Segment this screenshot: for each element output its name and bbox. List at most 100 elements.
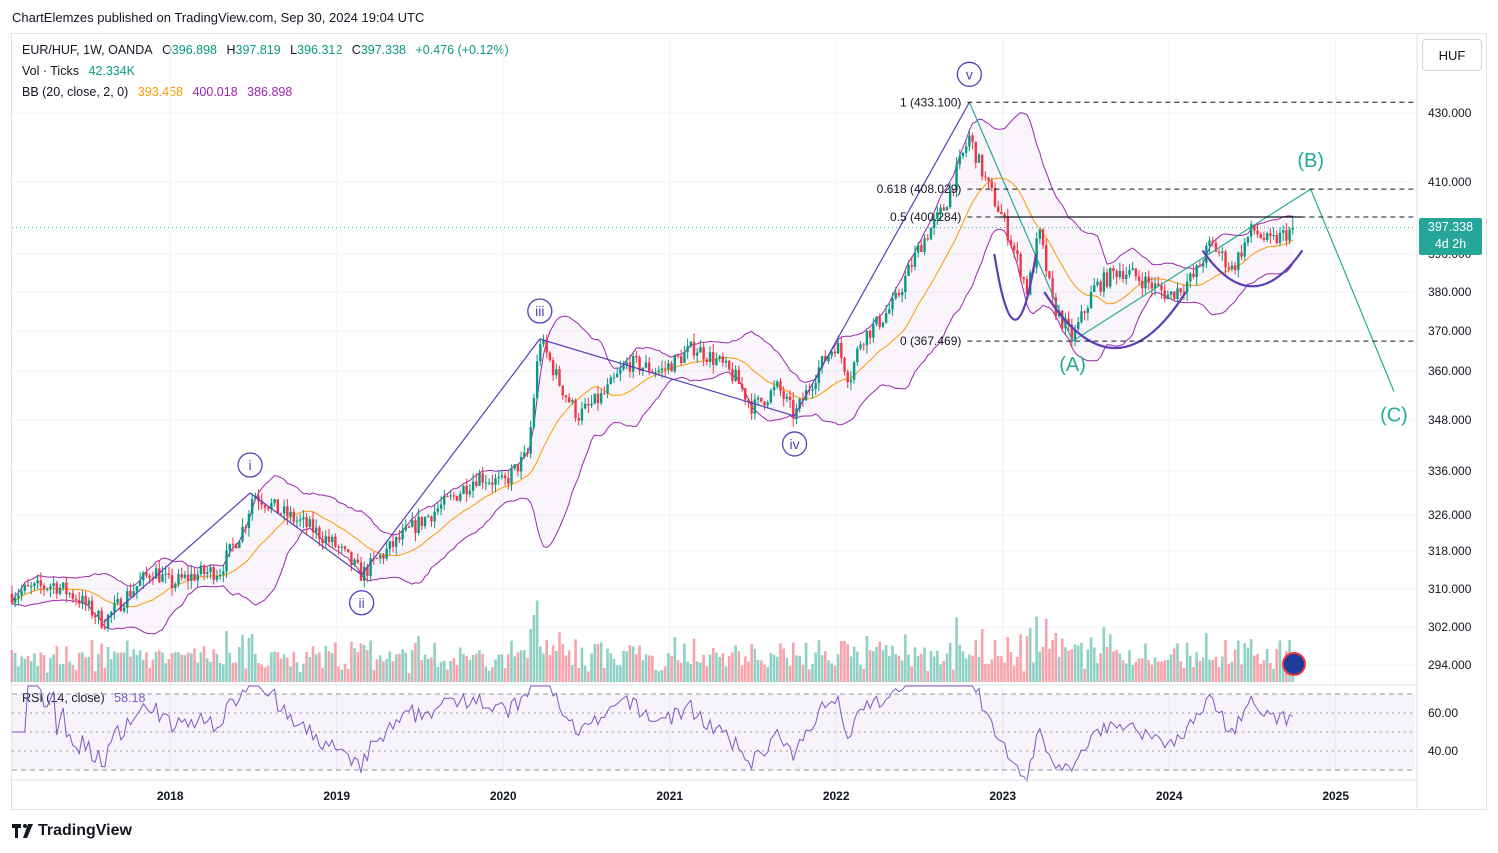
volume-bar: [87, 656, 91, 682]
candle-body: [910, 265, 913, 267]
volume-bar: [125, 640, 129, 682]
volume-bar: [132, 649, 135, 682]
candle-body: [359, 562, 363, 581]
tradingview-brand[interactable]: TradingView: [12, 822, 132, 840]
candle-body: [1006, 216, 1009, 241]
candle-body: [1153, 283, 1157, 289]
candle-body: [1096, 281, 1099, 286]
candle-body: [430, 516, 433, 522]
candle-body: [673, 355, 676, 372]
volume-bar: [958, 644, 962, 682]
volume-bar: [404, 652, 408, 682]
candle-body: [26, 585, 30, 587]
volume-bar: [964, 658, 968, 682]
volume-bar: [81, 652, 84, 682]
candle-body: [519, 457, 523, 472]
volume-bar: [270, 652, 273, 682]
volume-bar: [209, 661, 212, 682]
volume-bar: [996, 655, 1000, 682]
candle-body: [1099, 281, 1102, 292]
volume-bar: [23, 658, 27, 682]
candle-body: [977, 154, 981, 163]
volume-bar: [13, 653, 17, 682]
candle-body: [119, 599, 123, 612]
volume-bar: [1025, 636, 1029, 682]
volume-bar: [849, 656, 853, 682]
bb-basis-line: [11, 177, 1294, 608]
candle-body: [830, 351, 833, 356]
volume-legend[interactable]: Vol · Ticks 42.334K: [22, 64, 141, 78]
volume-bar: [583, 665, 587, 682]
candle-body: [670, 363, 673, 372]
candle-body: [689, 341, 693, 347]
volume-bar: [846, 644, 850, 682]
candle-body: [926, 238, 929, 240]
volume-bar: [20, 656, 23, 682]
ohlc-high: H397.819: [226, 43, 281, 57]
volume-bar: [1281, 663, 1285, 682]
candle-body: [1144, 276, 1147, 289]
candle-body: [1211, 240, 1214, 243]
volume-bar: [1221, 656, 1224, 682]
candle-body: [100, 610, 103, 628]
volume-bar: [61, 663, 65, 682]
candle-body: [1230, 265, 1234, 269]
chart-frame: [11, 33, 1487, 810]
volume-bar: [29, 661, 33, 682]
candle-body: [1134, 268, 1138, 277]
candle-body: [94, 615, 97, 618]
candle-body: [1000, 211, 1003, 215]
volume-bar: [446, 669, 449, 682]
candle-body: [638, 357, 641, 372]
candle-body: [667, 363, 670, 369]
volume-bar: [135, 654, 139, 682]
currency-button[interactable]: HUF: [1422, 39, 1482, 71]
volume-bar: [1086, 649, 1090, 682]
volume-bar: [945, 653, 949, 682]
volume-bar: [1253, 655, 1256, 682]
candle-body: [628, 362, 632, 372]
candle-body: [161, 574, 164, 582]
candle-body: [1035, 238, 1038, 268]
candle-body: [292, 511, 295, 522]
candle-body: [1217, 251, 1221, 253]
price-axis-label: 336.000: [1428, 464, 1472, 478]
candle-body: [792, 400, 795, 419]
volume-bar: [910, 666, 914, 682]
volume-bar: [1006, 637, 1010, 682]
volume-bar: [17, 666, 20, 682]
volume-bar: [1048, 648, 1051, 682]
candle-body: [468, 490, 472, 495]
candle-body: [836, 342, 840, 354]
volume-bar: [1000, 656, 1003, 682]
volume-bar: [567, 650, 571, 682]
volume-bar: [417, 636, 420, 682]
volume-bar: [788, 665, 792, 682]
volume-bar: [676, 660, 680, 682]
symbol-label[interactable]: EUR/HUF, 1W, OANDA: [22, 43, 153, 57]
volume-bar: [228, 652, 232, 682]
volume-bar: [878, 641, 882, 682]
candle-body: [417, 516, 420, 533]
candle-body: [788, 396, 792, 401]
candle-body: [302, 517, 305, 520]
volume-bar: [1278, 640, 1282, 682]
volume-bar: [545, 639, 549, 682]
volume-bar: [1246, 647, 1250, 682]
candle-body: [929, 228, 933, 240]
volume-bar: [26, 655, 30, 682]
candle-body: [20, 590, 23, 596]
volume-bar: [1003, 662, 1006, 682]
volume-bar: [715, 652, 718, 682]
volume-bar: [1105, 646, 1109, 682]
candle-body: [868, 330, 872, 338]
candle-body: [574, 400, 577, 419]
candle-body: [510, 468, 513, 484]
bb-legend[interactable]: BB (20, close, 2, 0) 393.458 400.018 386…: [22, 85, 298, 99]
candle-body: [78, 599, 81, 604]
fib-level-label: 0.618 (408.029): [877, 182, 962, 196]
candle-body: [366, 566, 369, 576]
volume-bar: [90, 639, 94, 682]
volume-bar: [1169, 654, 1173, 682]
